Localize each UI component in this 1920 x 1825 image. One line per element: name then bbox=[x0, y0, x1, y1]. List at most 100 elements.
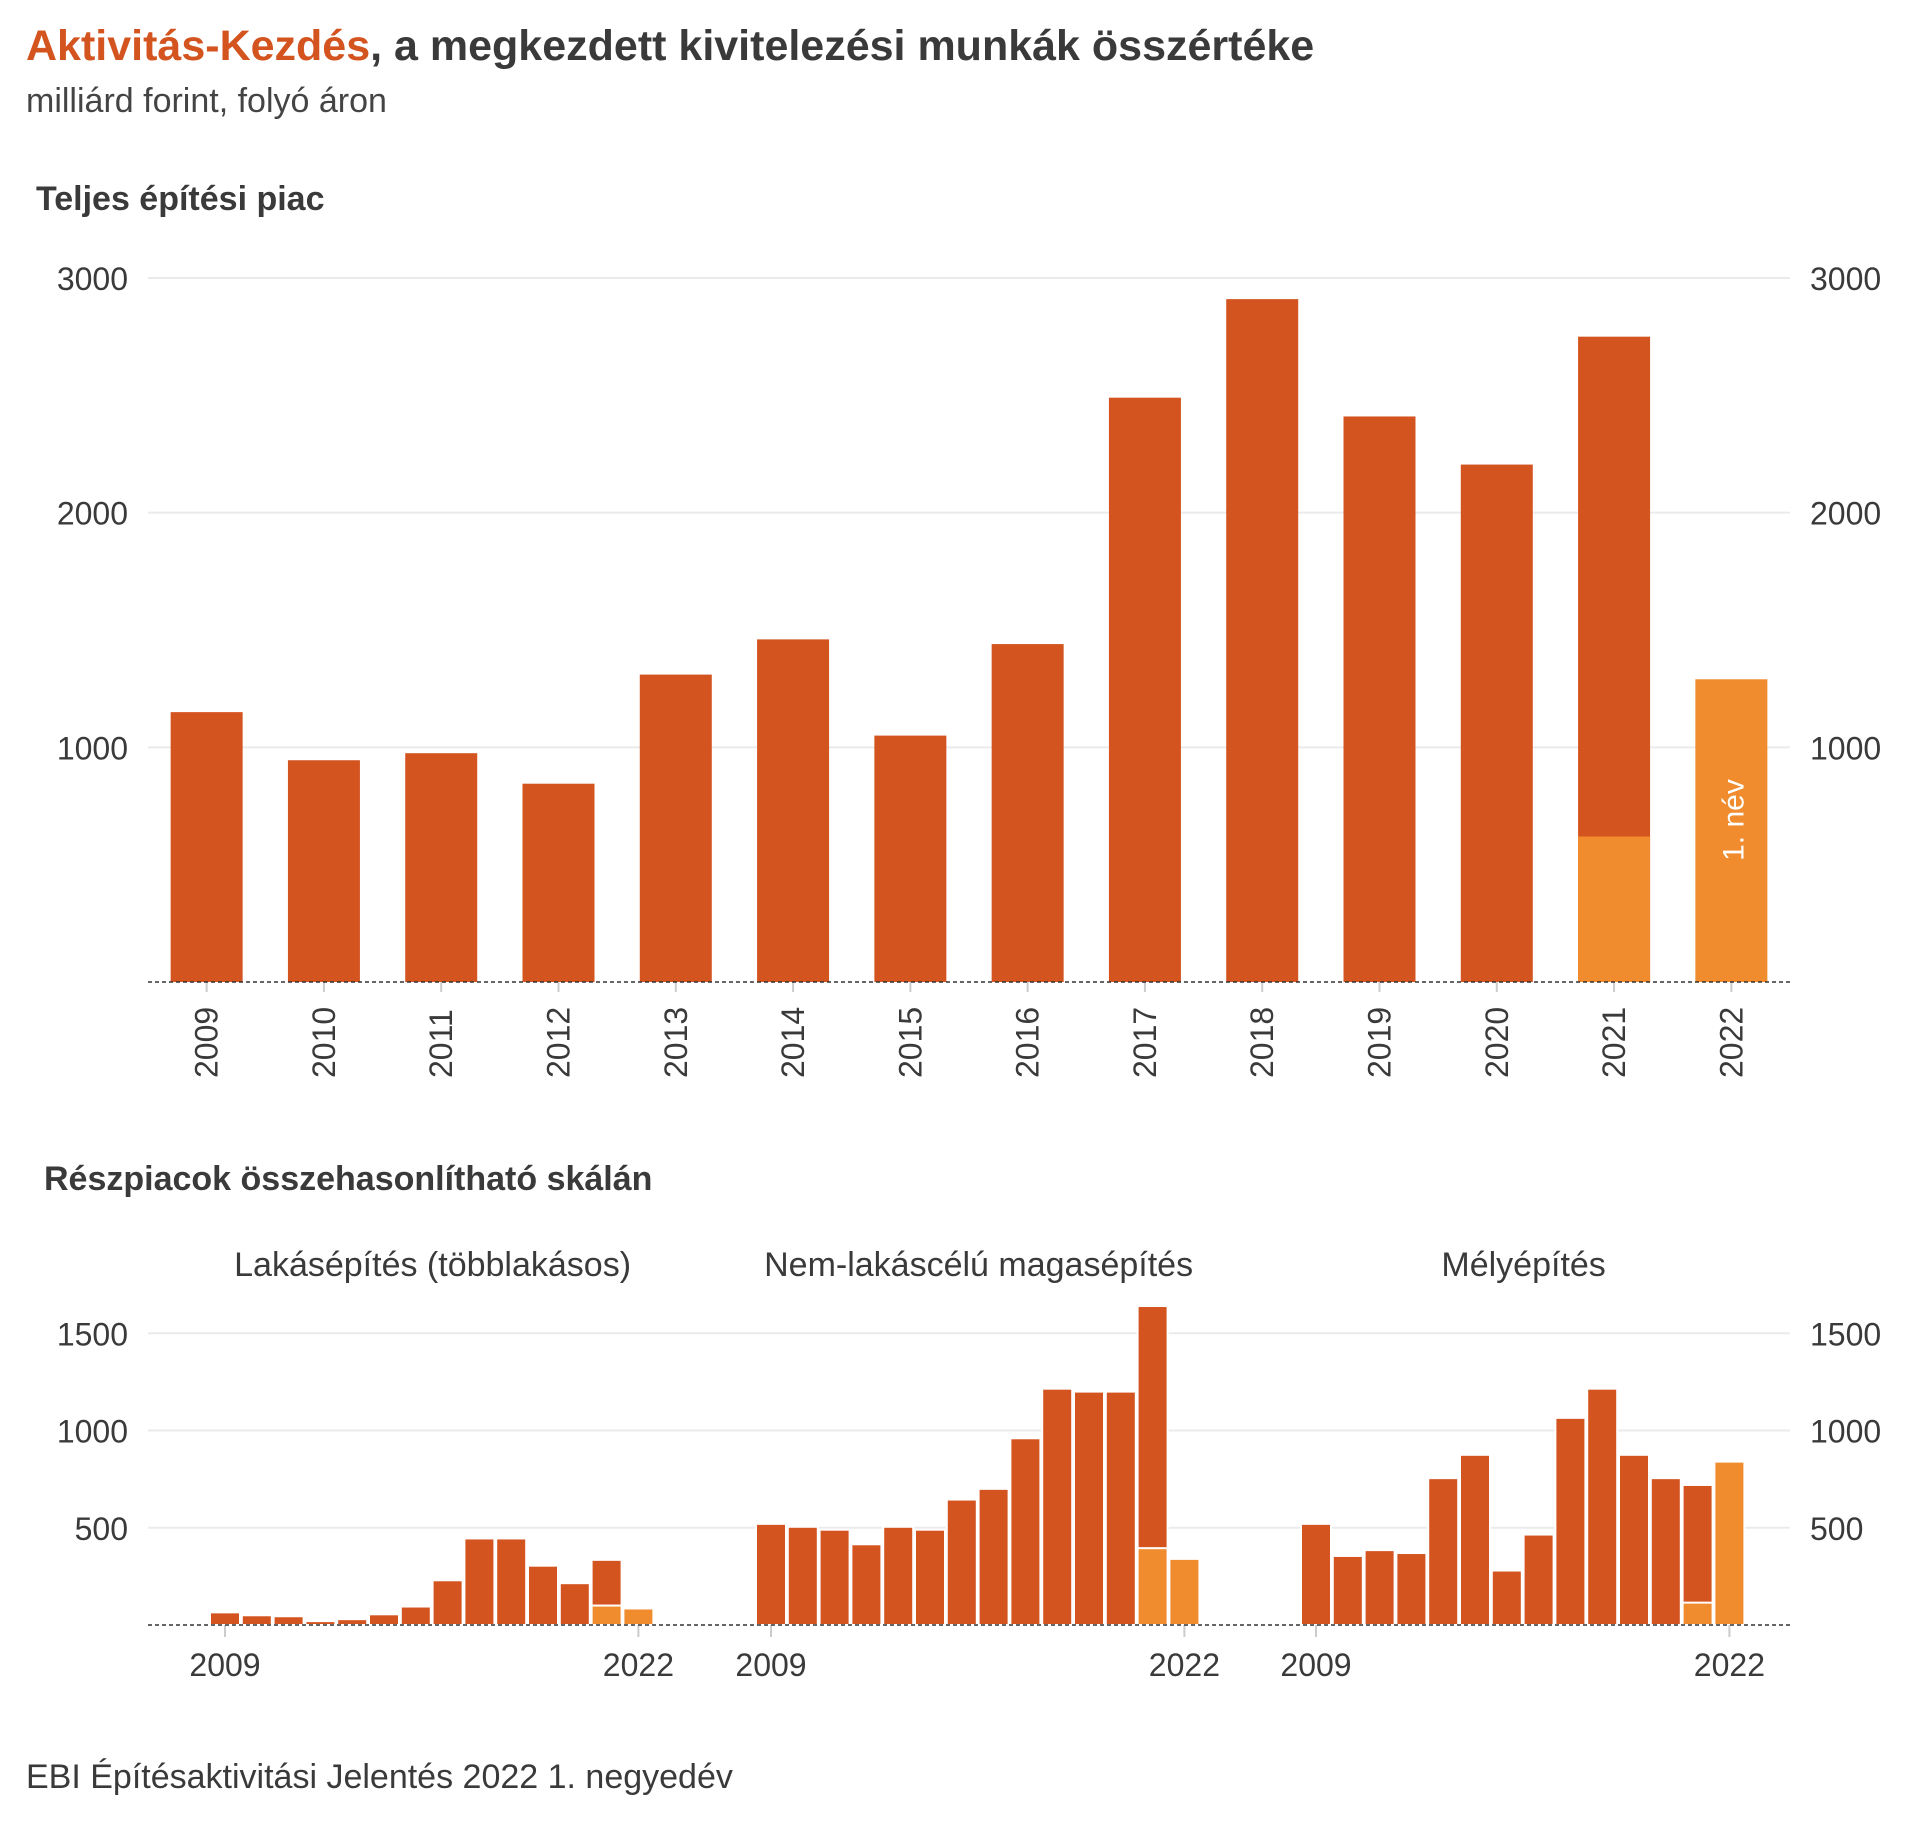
bar-2018 bbox=[1226, 299, 1299, 982]
bar-2019 bbox=[1343, 416, 1416, 982]
bar-2013 bbox=[639, 674, 712, 982]
panel-2-bar-2013 bbox=[882, 1525, 915, 1626]
bar-2020 bbox=[1460, 464, 1533, 982]
panel-3-bar-2018 bbox=[1586, 1387, 1619, 1626]
panel-title-1: Lakásépítés (többlakásos) bbox=[234, 1246, 631, 1284]
panel-3-bar-2010 bbox=[1331, 1554, 1364, 1627]
panel-3-bar-2015 bbox=[1490, 1569, 1523, 1627]
panel-title-3: Mélyépítés bbox=[1441, 1246, 1605, 1284]
annotation-q1: 1. név bbox=[1717, 779, 1750, 861]
y-tick-left-1000: 1000 bbox=[57, 730, 128, 766]
bar-2014 bbox=[757, 639, 830, 982]
panel-3-bar-q1-2021 bbox=[1681, 1601, 1714, 1626]
chart-subtitle: milliárd forint, folyó áron bbox=[26, 82, 387, 120]
panel-2-bar-2015 bbox=[945, 1498, 978, 1626]
panel-3-bar-2013 bbox=[1427, 1477, 1460, 1626]
bar-2009 bbox=[170, 712, 243, 982]
sub-y-tick-left-1500: 1500 bbox=[57, 1316, 128, 1352]
panel-2-x-tick-first: 2009 bbox=[735, 1647, 806, 1683]
panel-1-bar-2011 bbox=[272, 1615, 305, 1627]
chart-title-rest: , a megkezdett kivitelezési munkák összé… bbox=[370, 22, 1315, 70]
chart-title-accent: Aktivitás-Kezdés bbox=[26, 22, 371, 70]
sub-y-tick-right-500: 500 bbox=[1810, 1511, 1863, 1547]
panel-1-bar-2015 bbox=[399, 1605, 432, 1626]
panel-3-bar-2009 bbox=[1300, 1522, 1332, 1626]
panel-2-bar-2009 bbox=[755, 1522, 787, 1626]
x-tick-2013: 2013 bbox=[658, 1007, 694, 1078]
panel-2-bar-2019 bbox=[1073, 1390, 1105, 1626]
panel-1-bar-2010 bbox=[240, 1614, 273, 1627]
panel-3-bar-2019 bbox=[1618, 1453, 1650, 1626]
panel-2-bar-2016 bbox=[977, 1487, 1010, 1626]
y-tick-left-2000: 2000 bbox=[57, 496, 128, 532]
panel-1-bar-q1-2021 bbox=[590, 1604, 623, 1627]
panel-3-bar-2014 bbox=[1459, 1453, 1491, 1626]
sub-y-tick-right-1500: 1500 bbox=[1810, 1316, 1881, 1352]
x-tick-2021: 2021 bbox=[1596, 1007, 1632, 1078]
y-tick-right-1000: 1000 bbox=[1810, 730, 1881, 766]
panel-2-bar-2018 bbox=[1041, 1387, 1074, 1626]
panel-1-bar-2018 bbox=[495, 1537, 528, 1627]
panel-1-bar-2017 bbox=[463, 1537, 496, 1627]
panel-2-x-tick-last: 2022 bbox=[1149, 1647, 1220, 1683]
chart-title: Aktivitás-Kezdés, a megkezdett kivitelez… bbox=[26, 22, 1314, 71]
sub-y-tick-left-1000: 1000 bbox=[57, 1414, 128, 1450]
panel-2-bar-2012 bbox=[850, 1543, 883, 1626]
x-tick-2010: 2010 bbox=[306, 1007, 342, 1078]
bar-2017 bbox=[1108, 397, 1181, 982]
bar-2011 bbox=[405, 753, 478, 982]
x-tick-2017: 2017 bbox=[1127, 1007, 1163, 1078]
panel-3-x-tick-first: 2009 bbox=[1280, 1647, 1351, 1683]
x-tick-2020: 2020 bbox=[1479, 1007, 1515, 1078]
panel-2-bar-2010 bbox=[786, 1525, 819, 1626]
panel-3-bar-2020 bbox=[1649, 1477, 1682, 1626]
x-tick-2014: 2014 bbox=[775, 1007, 811, 1078]
y-tick-right-2000: 2000 bbox=[1810, 496, 1881, 532]
x-tick-2012: 2012 bbox=[541, 1007, 577, 1078]
panel-3-bar-2016 bbox=[1522, 1533, 1555, 1626]
panel-2-bar-2020 bbox=[1104, 1390, 1137, 1626]
x-tick-2018: 2018 bbox=[1244, 1007, 1280, 1078]
x-tick-2019: 2019 bbox=[1362, 1007, 1398, 1078]
bar-2016 bbox=[991, 644, 1064, 982]
y-tick-left-3000: 3000 bbox=[57, 261, 128, 297]
panel-3-bar-2011 bbox=[1363, 1549, 1396, 1627]
panel-3-bar-2017 bbox=[1554, 1416, 1587, 1627]
section-title-total: Teljes építési piac bbox=[36, 180, 325, 218]
panel-1-bar-2013 bbox=[336, 1618, 369, 1627]
panel-2-bar-2014 bbox=[914, 1528, 946, 1626]
panel-2-bar-2022 bbox=[1168, 1557, 1201, 1626]
bar-2012 bbox=[522, 783, 595, 982]
panel-1-bar-2012 bbox=[304, 1620, 337, 1626]
bar-q1-2021 bbox=[1578, 836, 1651, 982]
panel-title-2: Nem-lakáscélú magasépítés bbox=[764, 1246, 1193, 1284]
total-market-chart: 1000 1000 2000 2000 3000 3000 2009 2010 2011 2012… bbox=[57, 261, 1881, 1078]
panel-3-bar-2012 bbox=[1395, 1552, 1428, 1627]
panel-1-bar-2022 bbox=[622, 1607, 655, 1627]
section-title-submarkets: Részpiacok összehasonlítható skálán bbox=[44, 1160, 653, 1198]
sub-y-tick-left-500: 500 bbox=[75, 1511, 128, 1547]
panel-2-bar-2017 bbox=[1009, 1437, 1042, 1627]
panel-1-bar-2019 bbox=[527, 1564, 559, 1626]
x-tick-2016: 2016 bbox=[1010, 1007, 1046, 1078]
bar-2010 bbox=[287, 760, 360, 982]
bar-2022 bbox=[1695, 679, 1768, 982]
panel-1-bar-2009 bbox=[209, 1611, 241, 1627]
x-tick-2011: 2011 bbox=[423, 1009, 459, 1078]
panel-1-x-tick-first: 2009 bbox=[189, 1647, 260, 1683]
x-tick-2022: 2022 bbox=[1713, 1007, 1749, 1078]
x-tick-2015: 2015 bbox=[892, 1007, 928, 1078]
y-tick-right-3000: 3000 bbox=[1810, 261, 1881, 297]
sub-y-tick-right-1000: 1000 bbox=[1810, 1414, 1881, 1450]
panel-2-bar-2011 bbox=[818, 1528, 851, 1626]
panel-1-bar-2016 bbox=[431, 1579, 464, 1627]
panel-1-bar-2014 bbox=[368, 1613, 400, 1626]
panel-3-x-tick-last: 2022 bbox=[1694, 1647, 1765, 1683]
panel-2-bar-q1-2021 bbox=[1136, 1547, 1169, 1626]
panel-1-bar-2020 bbox=[558, 1582, 591, 1626]
bar-2015 bbox=[874, 735, 947, 982]
panel-3-bar-2022 bbox=[1713, 1460, 1746, 1626]
x-tick-2009: 2009 bbox=[189, 1007, 225, 1078]
footer-source: EBI Építésaktivitási Jelentés 2022 1. ne… bbox=[26, 1758, 733, 1796]
panel-1-x-tick-last: 2022 bbox=[603, 1647, 674, 1683]
